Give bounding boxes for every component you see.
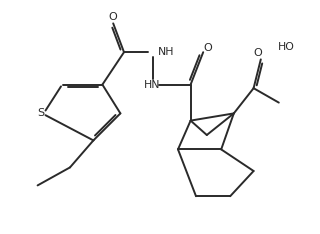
Text: HN: HN [144,80,160,90]
Text: S: S [37,108,44,118]
Text: NH: NH [157,47,174,57]
Text: O: O [253,48,262,58]
Text: HO: HO [278,42,295,52]
Text: O: O [203,43,212,53]
Text: O: O [109,12,117,22]
